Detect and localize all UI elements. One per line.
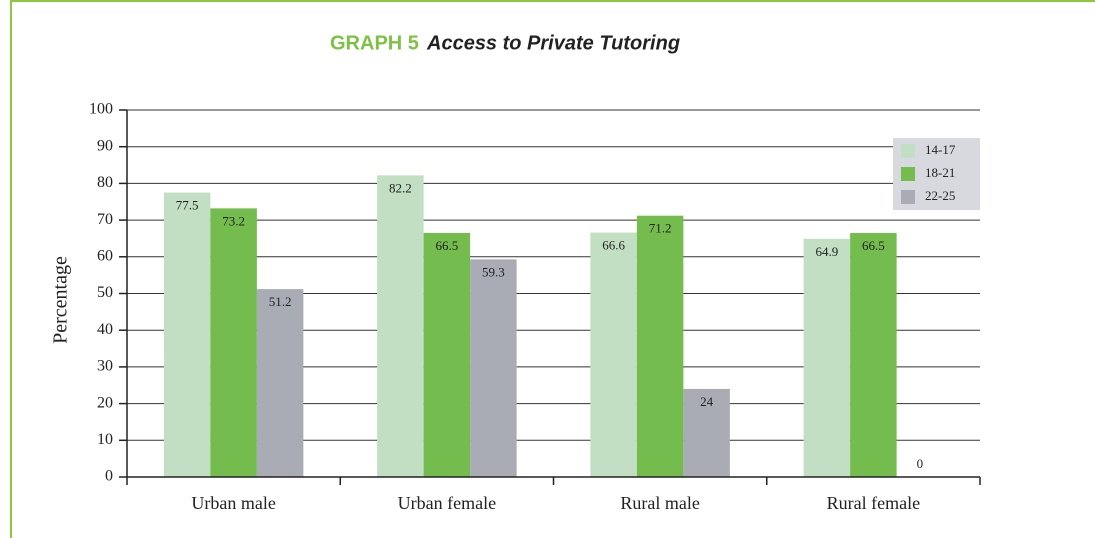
bar — [423, 232, 471, 477]
value-label: 77.5 — [176, 198, 199, 213]
chart-title-label: GRAPH 5 — [330, 32, 419, 54]
bar — [163, 192, 211, 477]
legend-label: 22-25 — [925, 188, 955, 203]
y-tick-label: 30 — [97, 358, 113, 375]
y-tick-label: 0 — [105, 468, 113, 485]
y-tick-label: 40 — [97, 321, 113, 338]
bar — [377, 175, 424, 478]
value-label: 24 — [700, 394, 714, 409]
x-tick-label: Rural female — [827, 493, 920, 513]
value-label: 51.2 — [269, 294, 292, 309]
value-label: 59.3 — [482, 264, 505, 279]
y-axis-label: Percentage — [50, 256, 72, 344]
value-label: 66.5 — [862, 238, 885, 253]
value-label: 64.9 — [816, 244, 839, 259]
x-tick-label: Urban female — [398, 493, 496, 513]
bar — [803, 238, 851, 477]
legend-swatch — [901, 167, 915, 181]
y-tick-label: 10 — [97, 431, 113, 448]
bar — [636, 215, 684, 478]
value-label: 66.5 — [436, 238, 459, 253]
legend-label: 14-17 — [925, 142, 956, 157]
y-tick-label: 20 — [97, 394, 113, 411]
bar — [590, 232, 637, 477]
y-tick-label: 50 — [97, 284, 113, 301]
value-label: 0 — [917, 456, 924, 471]
bar — [470, 259, 517, 477]
bar — [210, 208, 257, 477]
value-label: 73.2 — [222, 213, 245, 228]
value-label: 71.2 — [649, 221, 672, 236]
x-tick-label: Urban male — [191, 493, 275, 513]
y-tick-label: 60 — [97, 247, 113, 264]
legend-label: 18-21 — [925, 165, 955, 180]
y-tick-label: 70 — [97, 211, 113, 228]
y-tick-label: 80 — [97, 174, 113, 191]
bar — [683, 388, 730, 477]
legend-swatch — [901, 144, 915, 158]
y-tick-label: 90 — [97, 137, 113, 154]
chart-title: Access to Private Tutoring — [426, 32, 680, 54]
bar — [256, 289, 304, 477]
legend-swatch — [901, 190, 915, 204]
value-label: 66.6 — [602, 238, 625, 253]
y-tick-label: 100 — [89, 101, 113, 118]
value-label: 82.2 — [389, 180, 412, 195]
bar — [850, 232, 897, 477]
x-tick-label: Rural male — [620, 493, 699, 513]
